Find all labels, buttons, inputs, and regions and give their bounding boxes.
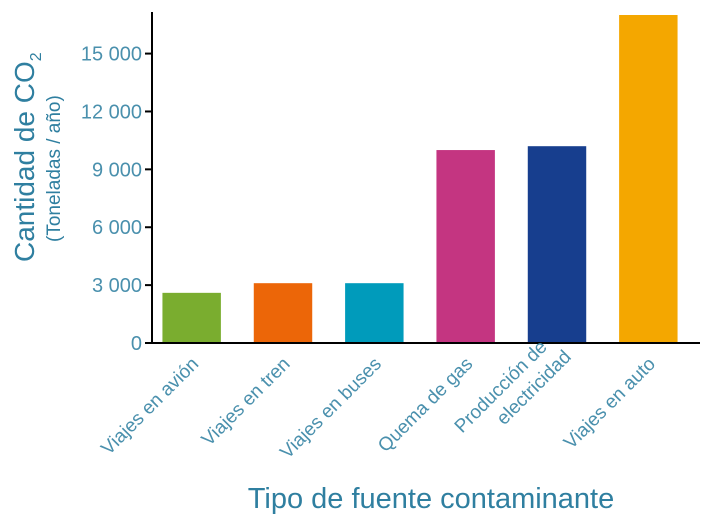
x-category-label: Viajes en auto <box>560 354 660 454</box>
y-axis-ticks: 0 3 000 6 000 9 000 12 000 15 000 <box>81 44 152 355</box>
y-tick-label: 9 000 <box>92 159 142 181</box>
bar <box>436 150 495 343</box>
y-axis-title-subscript: 2 <box>28 52 45 61</box>
bar <box>162 292 221 343</box>
y-tick-label: 15 000 <box>81 44 142 66</box>
bar <box>253 283 313 343</box>
bar <box>527 146 587 343</box>
y-tick-label: 3 000 <box>92 275 142 297</box>
y-tick-label: 6 000 <box>92 217 142 239</box>
y-axis-title-main: Cantidad de CO <box>9 61 40 262</box>
x-category-label: Viajes en avión <box>97 354 203 460</box>
y-axis-units: (Toneladas / año) <box>44 95 65 242</box>
svg-text:Cantidad de CO2: Cantidad de CO2 <box>9 52 45 262</box>
x-category-label: Producción deelectricidad <box>451 330 576 455</box>
bars <box>162 15 678 343</box>
x-category-label: Quema de gas <box>374 354 477 457</box>
y-axis-title: Cantidad de CO2 (Toneladas / año) <box>9 52 65 262</box>
y-tick-label: 0 <box>131 333 142 355</box>
x-category-label: Viajes en tren <box>198 354 295 451</box>
bar <box>345 283 404 343</box>
x-axis-title: Tipo de fuente contaminante <box>248 483 615 515</box>
y-tick-label: 12 000 <box>81 101 142 123</box>
bar <box>619 15 678 343</box>
